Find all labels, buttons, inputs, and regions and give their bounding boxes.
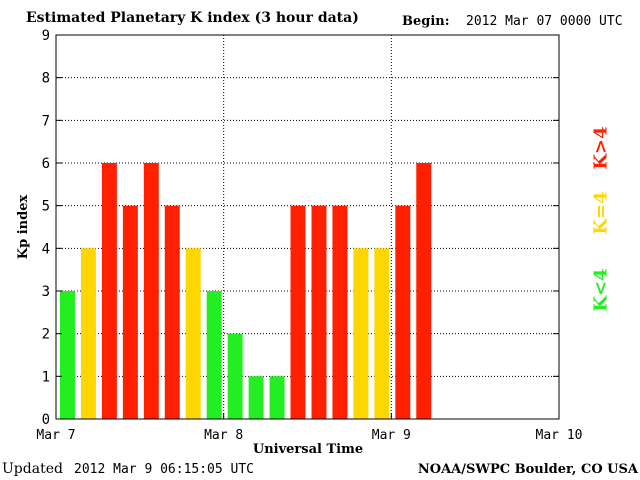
kp-bar xyxy=(311,205,327,419)
y-tick-label: 1 xyxy=(42,369,50,385)
kp-bar xyxy=(164,205,180,419)
kp-bar xyxy=(206,291,222,419)
x-tick-label: Mar 7 xyxy=(36,428,75,443)
begin-label: Begin: xyxy=(402,14,450,29)
y-tick-label: 9 xyxy=(42,28,50,44)
y-tick-label: 2 xyxy=(42,327,50,343)
y-tick-label: 8 xyxy=(42,71,50,87)
chart-title: Estimated Planetary K index (3 hour data… xyxy=(26,10,359,26)
kp-bar xyxy=(269,376,285,419)
x-axis-label: Universal Time xyxy=(253,442,363,457)
kp-bar xyxy=(290,205,306,419)
updated-value: 2012 Mar 9 06:15:05 UTC xyxy=(74,462,255,477)
credit-text: NOAA/SWPC Boulder, CO USA xyxy=(417,462,638,477)
plot-frame xyxy=(55,34,560,420)
y-tick-label: 7 xyxy=(42,113,50,129)
legend-label: K>4 xyxy=(591,126,612,169)
x-tick-label: Mar 8 xyxy=(204,428,243,443)
kp-bar xyxy=(395,205,411,419)
kp-bar xyxy=(101,163,117,419)
kp-bar xyxy=(353,248,369,419)
kp-bar xyxy=(332,205,348,419)
kp-bar xyxy=(60,291,75,419)
y-tick-label: 6 xyxy=(42,156,50,172)
legend-label: K=4 xyxy=(591,191,612,234)
x-tick-label: Mar 9 xyxy=(372,428,411,443)
kp-bar xyxy=(143,163,159,419)
y-axis-label: Kp index xyxy=(16,195,31,260)
y-tick-label: 5 xyxy=(42,199,50,215)
updated-label: Updated xyxy=(2,461,63,477)
y-tick-label: 4 xyxy=(42,241,50,257)
kp-bar xyxy=(185,248,201,419)
kp-bar xyxy=(248,376,264,419)
kp-bar xyxy=(80,248,96,419)
y-tick-label: 0 xyxy=(42,412,50,428)
y-tick-label: 3 xyxy=(42,284,50,300)
kp-bar xyxy=(416,163,432,419)
begin-value: 2012 Mar 07 0000 UTC xyxy=(466,14,623,29)
legend-label: K<4 xyxy=(591,268,612,311)
x-tick-label: Mar 10 xyxy=(536,428,583,443)
kp-bar xyxy=(374,248,390,419)
kp-bar xyxy=(122,205,138,419)
kp-bar xyxy=(227,333,243,419)
